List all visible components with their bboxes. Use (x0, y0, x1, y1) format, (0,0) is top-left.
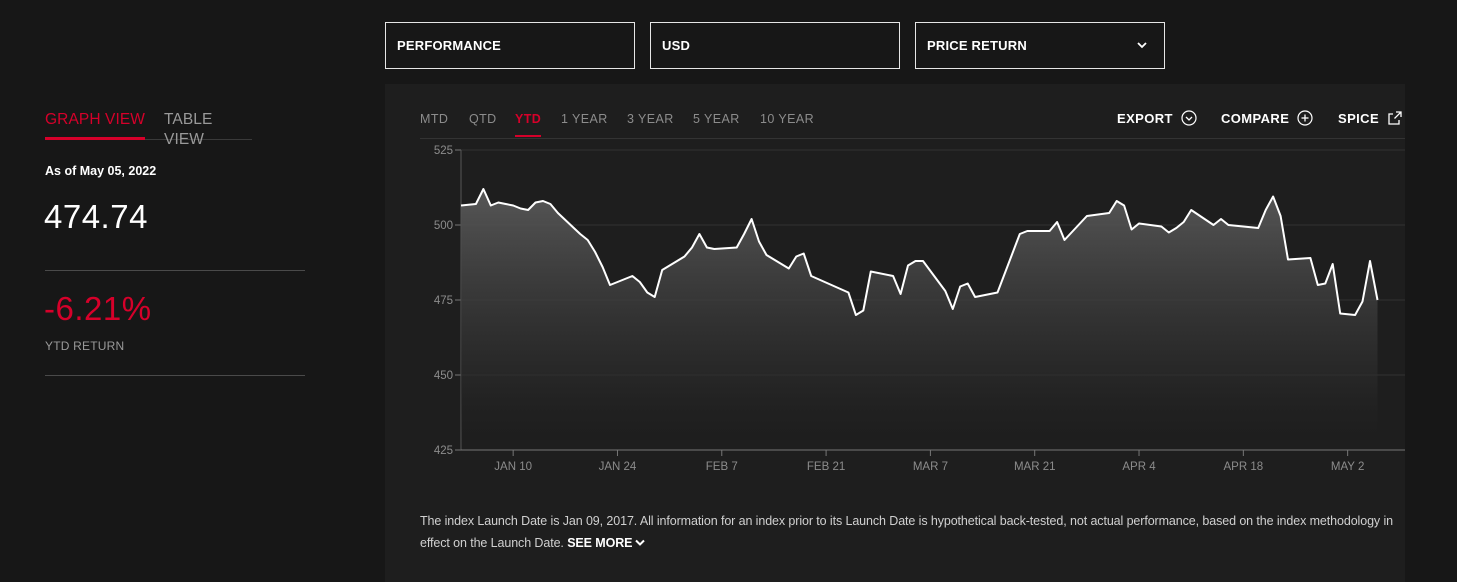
see-more-link[interactable]: SEE MORE (567, 536, 646, 550)
y-axis: 425 450 475 500 525 (434, 145, 462, 457)
series-line (460, 188, 1379, 316)
disclaimer: The index Launch Date is Jan 09, 2017. A… (420, 510, 1400, 554)
dropdown-currency[interactable]: USD (650, 22, 900, 69)
period-tab-qtd[interactable]: QTD (469, 112, 497, 126)
divider (45, 270, 305, 271)
plus-circle-icon (1297, 110, 1313, 126)
period-tab-mtd[interactable]: MTD (420, 112, 449, 126)
x-tick-label: APR 18 (1224, 461, 1264, 473)
period-tab-1-year[interactable]: 1 YEAR (561, 112, 608, 126)
x-axis: JAN 10 JAN 24 FEB 7 FEB 21 MAR 7 MAR 21 APR 4 A… (461, 449, 1405, 473)
tab-table-view[interactable]: TABLE VIEW (164, 111, 213, 148)
x-tick-label: FEB 7 (706, 461, 738, 473)
spice-button[interactable]: SPICE (1338, 110, 1403, 126)
y-tick-label: 500 (434, 220, 453, 232)
x-tick-label: JAN 24 (599, 461, 637, 473)
x-tick-label: MAR 21 (1014, 461, 1056, 473)
tab-graph-view[interactable]: GRAPH VIEW (45, 111, 146, 140)
index-value: 474.74 (44, 198, 148, 235)
see-more-label: SEE MORE (567, 536, 633, 550)
price-chart[interactable]: 425 450 475 500 525 JAN 10 JAN 24 FEB 7 FEB 21 M… (385, 139, 1405, 479)
spice-label: SPICE (1338, 110, 1380, 126)
dropdown-return-type[interactable]: PRICE RETURN (915, 22, 1165, 69)
divider (45, 375, 305, 376)
period-tab-3-year[interactable]: 3 YEAR (627, 112, 674, 126)
as-of-date: As of May 05, 2022 (45, 164, 157, 178)
y-tick-label: 475 (434, 295, 453, 307)
dropdown-performance[interactable]: PERFORMANCE (385, 22, 635, 69)
y-tick-label: 525 (434, 145, 453, 157)
x-tick-label: FEB 21 (807, 461, 845, 473)
return-label: YTD RETURN (45, 339, 125, 353)
x-tick-label: JAN 10 (494, 461, 532, 473)
x-tick-label: APR 4 (1122, 461, 1156, 473)
export-label: EXPORT (1117, 110, 1173, 126)
return-value: -6.21% (44, 290, 152, 327)
dropdown-return-type-value: PRICE RETURN (927, 38, 1027, 53)
compare-button[interactable]: COMPARE (1221, 110, 1313, 126)
export-button[interactable]: EXPORT (1117, 110, 1197, 126)
y-tick-label: 425 (434, 445, 453, 457)
period-tab-ytd[interactable]: YTD (515, 112, 542, 137)
chevron-down-icon (635, 539, 646, 546)
disclaimer-text: The index Launch Date is Jan 09, 2017. A… (420, 514, 1393, 550)
external-link-icon (1388, 111, 1402, 125)
dropdown-currency-value: USD (662, 38, 691, 53)
x-tick-label: MAY 2 (1331, 461, 1364, 473)
dropdown-performance-value: PERFORMANCE (397, 38, 502, 53)
view-tabs: GRAPH VIEW TABLE VIEW (45, 110, 252, 148)
y-tick-label: 450 (434, 370, 453, 382)
period-tab-5-year[interactable]: 5 YEAR (693, 112, 740, 126)
period-tab-10-year[interactable]: 10 YEAR (760, 112, 814, 126)
series-area (461, 189, 1378, 450)
compare-label: COMPARE (1221, 110, 1290, 126)
chevron-down-icon (1137, 42, 1147, 49)
chevron-circle-icon (1181, 110, 1197, 126)
x-tick-label: MAR 7 (913, 461, 948, 473)
period-divider (420, 138, 1405, 139)
